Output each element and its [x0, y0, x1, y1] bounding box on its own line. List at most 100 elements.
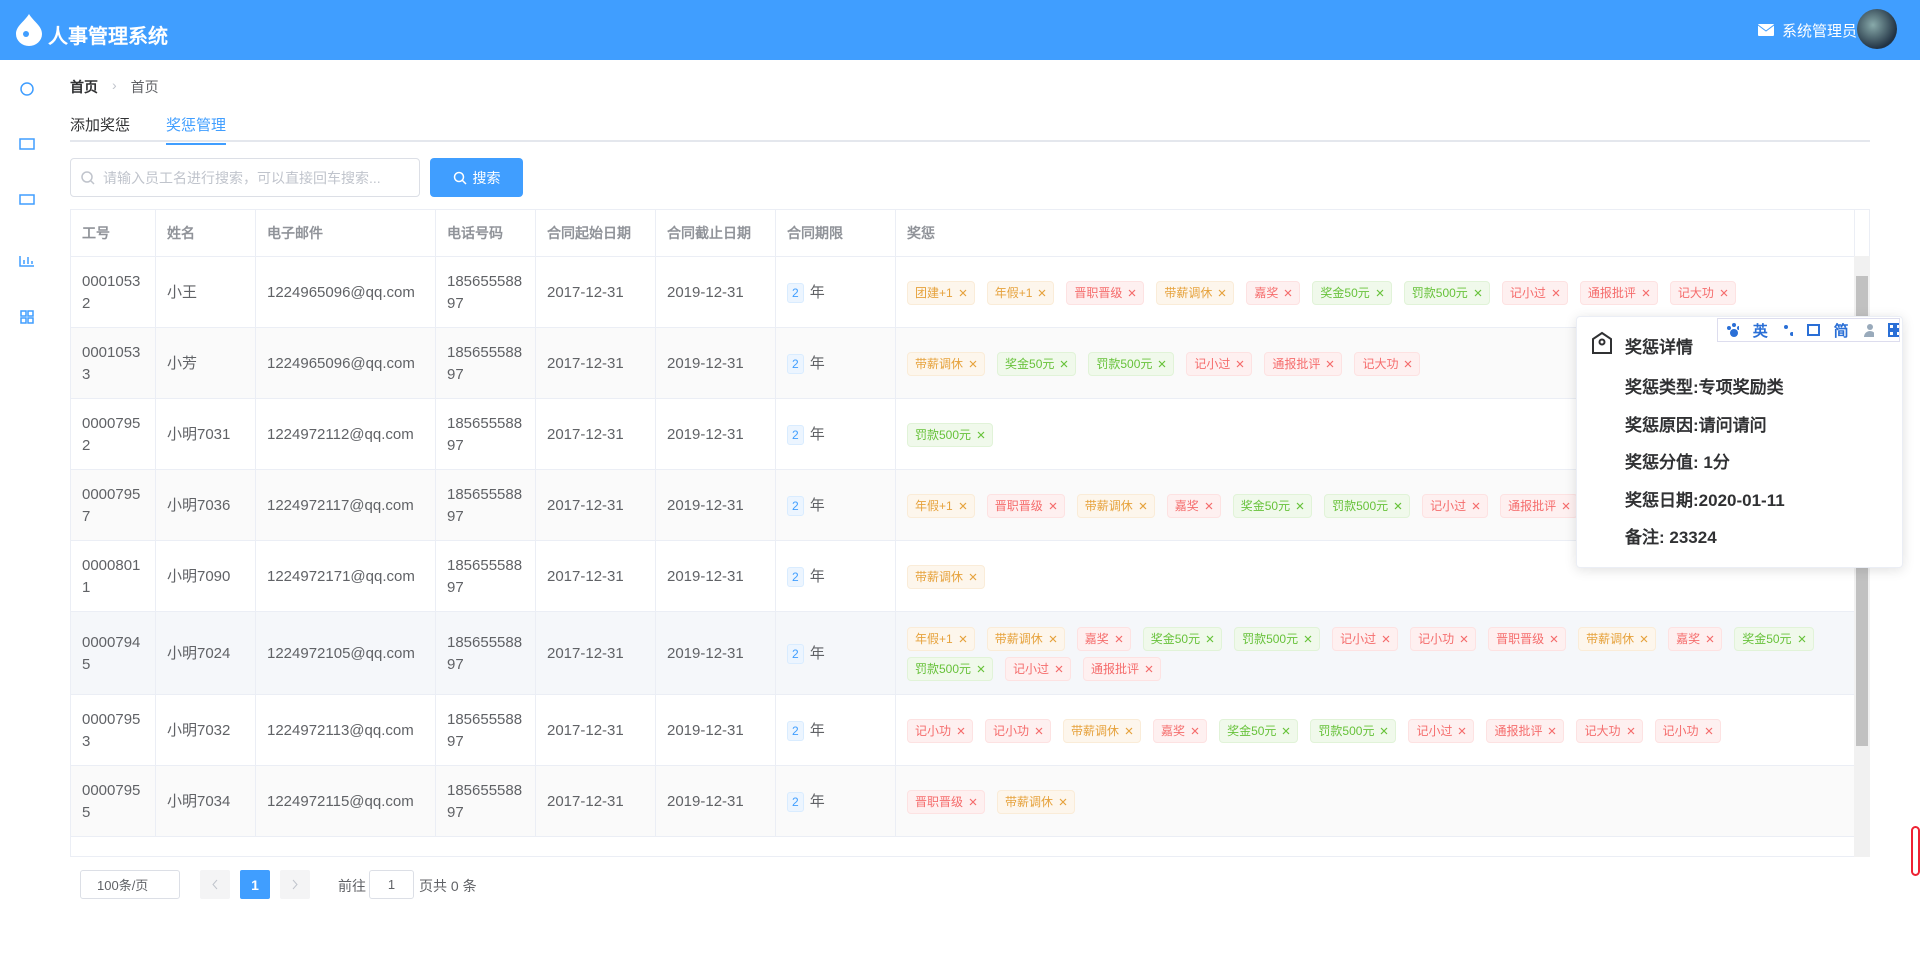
- mail-icon[interactable]: [1758, 24, 1774, 36]
- tag-close[interactable]: [1055, 665, 1063, 673]
- tag-close[interactable]: [1128, 289, 1136, 297]
- next[interactable]: [280, 870, 310, 899]
- tag-close[interactable]: [1282, 727, 1290, 735]
- tag-close[interactable]: [1705, 727, 1713, 735]
- avatar[interactable]: [1857, 9, 1897, 49]
- tag-label: 记小过: [1013, 661, 1050, 676]
- tag-close[interactable]: [1720, 289, 1728, 297]
- tag: 晋职晋级: [907, 789, 986, 814]
- tag-close[interactable]: [959, 635, 967, 643]
- search-input[interactable]: 请输入员工名进行搜索，可以直接回车搜索...: [70, 158, 420, 197]
- page-current[interactable]: 1: [240, 870, 270, 899]
- ime-toolbar[interactable]: 英 简: [1717, 318, 1900, 342]
- tag-close[interactable]: [1038, 289, 1046, 297]
- prev[interactable]: [200, 870, 230, 899]
- tag-close[interactable]: [1552, 289, 1560, 297]
- tag-close[interactable]: [1236, 360, 1244, 368]
- tag-close[interactable]: [1049, 635, 1057, 643]
- tag-close[interactable]: [1139, 502, 1147, 510]
- tag-close[interactable]: [1326, 360, 1334, 368]
- tag-close[interactable]: [969, 798, 977, 806]
- tag-label: 晋职晋级: [994, 498, 1043, 513]
- cell-email: 1224972171@qq.com: [256, 541, 436, 612]
- ime-simplified[interactable]: 简: [1833, 322, 1849, 340]
- tag-label: 带薪调休: [1005, 794, 1054, 809]
- tag-close[interactable]: [1394, 502, 1402, 510]
- popover-line: 奖惩类型:专项奖励类: [1625, 378, 1784, 397]
- term-value: 2: [787, 791, 804, 812]
- tag-close[interactable]: [1035, 727, 1043, 735]
- tag-close[interactable]: [969, 573, 977, 581]
- table-row[interactable]: 00007955 小明7034 1224972115@qq.com 185655588…: [71, 766, 1855, 837]
- cell-phone: 18565558897: [436, 766, 536, 837]
- page-size[interactable]: 100条/页: [80, 870, 180, 899]
- table-row[interactable]: 00010533 小芳 1224965096@qq.com 18565558897 20…: [71, 328, 1855, 399]
- edge-widget[interactable]: [1911, 826, 1920, 876]
- tag-close[interactable]: [1115, 635, 1123, 643]
- tag-close[interactable]: [1404, 360, 1412, 368]
- tag-close[interactable]: [1380, 727, 1388, 735]
- tag-close[interactable]: [959, 502, 967, 510]
- tag-close[interactable]: [1382, 635, 1390, 643]
- tag-close[interactable]: [1059, 798, 1067, 806]
- search-button[interactable]: 搜索: [430, 158, 523, 197]
- tag-close[interactable]: [1562, 502, 1570, 510]
- column-header: 姓名: [156, 210, 256, 257]
- tag-close[interactable]: [957, 727, 965, 735]
- user-name[interactable]: 系统管理员: [1782, 23, 1858, 40]
- crumb[interactable]: 首页: [70, 79, 98, 95]
- cell-phone: 18565558897: [436, 541, 536, 612]
- tag-close[interactable]: [1304, 635, 1312, 643]
- tag-close[interactable]: [1627, 727, 1635, 735]
- cell-start: 2017-12-31: [536, 766, 656, 837]
- cell-email: 1224972112@qq.com: [256, 399, 436, 470]
- tag-close[interactable]: [1206, 635, 1214, 643]
- table-row[interactable]: 00007957 小明7036 1224972117@qq.com 185655588…: [71, 470, 1855, 541]
- tag-close[interactable]: [1049, 502, 1057, 510]
- tag-label: 奖金50元: [1240, 498, 1291, 513]
- tag: 带薪调休: [907, 564, 986, 589]
- table-row[interactable]: 00007952 小明7031 1224972112@qq.com 185655588…: [71, 399, 1855, 470]
- tag-close[interactable]: [1550, 635, 1558, 643]
- goto-input[interactable]: 1: [369, 870, 414, 899]
- tag-close[interactable]: [1376, 289, 1384, 297]
- tag-close[interactable]: [1191, 727, 1199, 735]
- tag-label: 晋职晋级: [1074, 285, 1123, 300]
- tag-close[interactable]: [959, 289, 967, 297]
- tag-close[interactable]: [1296, 502, 1304, 510]
- tag-label: 记小过: [1340, 631, 1377, 646]
- tag-close[interactable]: [977, 431, 985, 439]
- tag-close[interactable]: [1474, 289, 1482, 297]
- placeholder: 请输入员工名进行搜索，可以直接回车搜索...: [103, 169, 381, 186]
- tab-active[interactable]: 奖惩管理: [166, 114, 227, 145]
- table-row[interactable]: 00008011 小明7090 1224972171@qq.com 185655588…: [71, 541, 1855, 612]
- table-row[interactable]: 00010532 小王 1224965096@qq.com 18565558897 20…: [71, 257, 1855, 328]
- tag-close[interactable]: [1145, 665, 1153, 673]
- term-unit: 年: [809, 792, 825, 810]
- tag-close[interactable]: [977, 665, 985, 673]
- tag-close[interactable]: [1642, 289, 1650, 297]
- tag-close[interactable]: [1460, 635, 1468, 643]
- tag: 记大功: [1576, 718, 1643, 743]
- tag-close[interactable]: [1640, 635, 1648, 643]
- tag-close[interactable]: [1458, 727, 1466, 735]
- tag-close[interactable]: [969, 360, 977, 368]
- cell-name: 小王: [156, 257, 256, 328]
- tag-close[interactable]: [1125, 727, 1133, 735]
- tag-close[interactable]: [1284, 289, 1292, 297]
- tag-close[interactable]: [1205, 502, 1213, 510]
- tag-close[interactable]: [1548, 727, 1556, 735]
- tag-close[interactable]: [1472, 502, 1480, 510]
- tag-close[interactable]: [1060, 360, 1068, 368]
- tag-close[interactable]: [1706, 635, 1714, 643]
- table-row[interactable]: 00007953 小明7032 1224972113@qq.com 185655588…: [71, 695, 1855, 766]
- ime-lang[interactable]: 英: [1752, 322, 1768, 340]
- tag-close[interactable]: [1218, 289, 1226, 297]
- tag-close[interactable]: [1158, 360, 1166, 368]
- tag: 晋职晋级: [1488, 626, 1567, 651]
- cell-name: 小明7024: [156, 612, 256, 695]
- tab[interactable]: 添加奖惩: [70, 117, 131, 134]
- tag-close[interactable]: [1798, 635, 1806, 643]
- table-row[interactable]: 00007945 小明7024 1224972105@qq.com 185655588…: [71, 612, 1855, 695]
